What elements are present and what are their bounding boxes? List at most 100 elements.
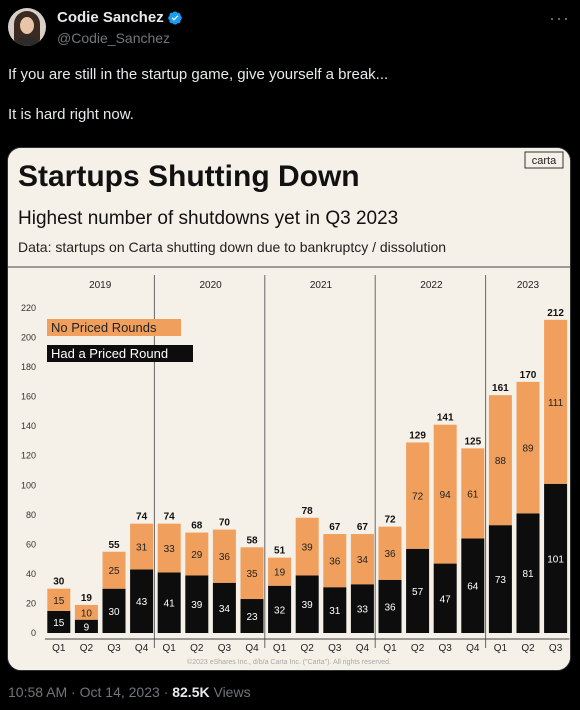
data-label-priced: 30	[108, 607, 120, 618]
bar-no-priced-rounds	[268, 557, 292, 586]
x-tick-label: Q1	[163, 643, 177, 654]
data-label-priced: 36	[384, 602, 396, 613]
bar-priced-round	[378, 579, 402, 633]
data-label-no-priced: 10	[81, 608, 93, 619]
x-tick-label: Q3	[549, 643, 563, 654]
avatar[interactable]	[8, 8, 46, 46]
tweet-media-chart[interactable]: Startups Shutting Down Highest number of…	[7, 147, 571, 671]
data-label-priced: 39	[191, 600, 203, 611]
data-label-priced: 81	[522, 569, 534, 580]
data-label-total: 70	[219, 518, 231, 529]
bar-priced-round	[268, 585, 292, 633]
y-tick-label: 40	[26, 569, 36, 579]
bar-priced-round	[295, 575, 319, 633]
bar-no-priced-rounds	[350, 534, 374, 585]
bar-priced-round	[130, 569, 154, 633]
x-tick-label: Q1	[494, 643, 508, 654]
bar-no-priced-rounds	[185, 532, 209, 576]
author-handle[interactable]: @Codie_Sanchez	[57, 30, 171, 46]
bar-no-priced-rounds	[378, 526, 402, 580]
data-label-total: 141	[437, 413, 454, 424]
data-label-priced: 47	[440, 594, 452, 605]
data-label-total: 51	[274, 546, 286, 557]
year-label: 2020	[199, 280, 222, 291]
bar-no-priced-rounds	[240, 547, 264, 600]
x-tick-label: Q1	[273, 643, 287, 654]
bar-priced-round	[47, 610, 71, 633]
tweet-text: If you are still in the startup game, gi…	[8, 65, 568, 125]
x-tick-label: Q3	[107, 643, 121, 654]
year-label: 2022	[420, 280, 443, 291]
data-label-total: 74	[164, 512, 176, 523]
bar-priced-round	[240, 599, 264, 633]
x-tick-label: Q2	[521, 643, 535, 654]
chart-title: Startups Shutting Down	[18, 160, 360, 193]
legend-label-no-priced: No Priced Rounds	[51, 320, 157, 335]
carta-logo: carta	[532, 155, 557, 167]
y-tick-label: 20	[26, 598, 36, 608]
data-label-priced: 64	[467, 582, 479, 593]
bar-no-priced-rounds	[74, 604, 98, 620]
tweet-header: Codie Sanchez @Codie_Sanchez ···	[8, 6, 572, 50]
x-tick-label: Q1	[52, 643, 66, 654]
chart-source-note: Data: startups on Carta shutting down du…	[18, 239, 446, 255]
data-label-no-priced: 29	[191, 550, 203, 561]
data-label-priced: 101	[547, 554, 564, 565]
bar-no-priced-rounds	[544, 319, 568, 484]
data-label-no-priced: 35	[246, 569, 258, 580]
tweet-date[interactable]: Oct 14, 2023	[79, 684, 160, 700]
verified-badge-icon	[167, 10, 182, 25]
data-label-priced: 34	[219, 604, 231, 615]
data-label-priced: 57	[412, 587, 424, 598]
bar-no-priced-rounds	[516, 381, 540, 514]
data-label-total: 67	[357, 522, 369, 533]
bar-no-priced-rounds	[488, 395, 512, 526]
author-name-row[interactable]: Codie Sanchez	[57, 9, 183, 26]
x-tick-label: Q3	[328, 643, 342, 654]
data-label-priced: 23	[246, 612, 258, 623]
bar-no-priced-rounds	[433, 424, 457, 564]
data-label-priced: 73	[495, 575, 507, 586]
data-label-no-priced: 34	[357, 555, 369, 566]
chart-copyright: ©2023 eShares Inc., d/b/a Carta Inc. ("C…	[187, 658, 391, 666]
data-label-total: 19	[81, 593, 93, 604]
data-label-priced: 15	[53, 618, 65, 629]
tweet-text-line: If you are still in the startup game, gi…	[8, 66, 389, 83]
y-tick-label: 200	[21, 333, 36, 343]
bar-priced-round	[185, 575, 209, 633]
bar-no-priced-rounds	[461, 448, 485, 539]
y-tick-label: 80	[26, 510, 36, 520]
data-label-total: 74	[136, 512, 148, 523]
bar-priced-round	[433, 563, 457, 633]
data-label-no-priced: 88	[495, 456, 507, 467]
carta-logo-box	[524, 151, 564, 169]
x-tick-label: Q4	[135, 643, 149, 654]
y-tick-label: 160	[21, 392, 36, 402]
bar-no-priced-rounds	[212, 529, 236, 583]
tweet-time[interactable]: 10:58 AM	[8, 684, 68, 700]
separator: ·	[71, 684, 76, 700]
data-label-no-priced: 94	[440, 490, 452, 501]
views-label: Views	[213, 684, 251, 700]
data-label-total: 55	[108, 540, 120, 551]
x-tick-label: Q3	[439, 643, 453, 654]
y-tick-label: 100	[21, 480, 36, 490]
y-tick-label: 0	[31, 628, 36, 638]
separator: ·	[163, 684, 169, 700]
data-label-no-priced: 39	[302, 543, 314, 554]
data-label-no-priced: 36	[329, 557, 341, 568]
data-label-total: 78	[302, 506, 314, 517]
author-name[interactable]: Codie Sanchez	[57, 9, 164, 26]
data-label-total: 129	[409, 430, 426, 441]
y-tick-label: 140	[21, 421, 36, 431]
year-label: 2019	[89, 280, 112, 291]
y-tick-label: 220	[21, 303, 36, 313]
data-label-no-priced: 36	[219, 552, 231, 563]
data-label-total: 125	[464, 436, 481, 447]
data-label-no-priced: 89	[522, 444, 534, 455]
more-options-icon[interactable]: ···	[549, 8, 570, 28]
tweet-text-line: It is hard right now.	[8, 106, 134, 123]
legend-swatch-priced	[47, 345, 193, 362]
data-label-no-priced: 36	[384, 549, 396, 560]
bar-priced-round	[461, 538, 485, 633]
